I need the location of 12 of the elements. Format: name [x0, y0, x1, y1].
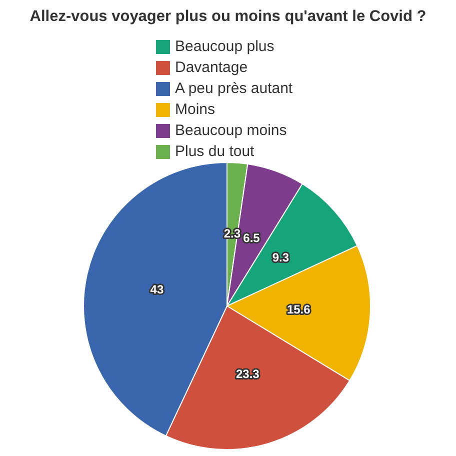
data-label: 43 — [150, 282, 164, 297]
legend-label: Davantage — [175, 59, 248, 76]
legend-label: Moins — [175, 101, 216, 118]
legend-label: A peu près autant — [175, 80, 293, 97]
legend-label: Beaucoup plus — [175, 38, 274, 55]
chart-title: Allez-vous voyager plus ou moins qu'avant le Covid ? — [28, 8, 428, 26]
legend-label: Beaucoup moins — [175, 122, 287, 139]
data-label: 15.6 — [286, 302, 311, 316]
legend-label: Plus du tout — [175, 143, 254, 160]
data-label: 6.5 — [243, 230, 260, 245]
data-label: 9.3 — [272, 250, 290, 265]
data-label: 23.3 — [236, 367, 260, 382]
